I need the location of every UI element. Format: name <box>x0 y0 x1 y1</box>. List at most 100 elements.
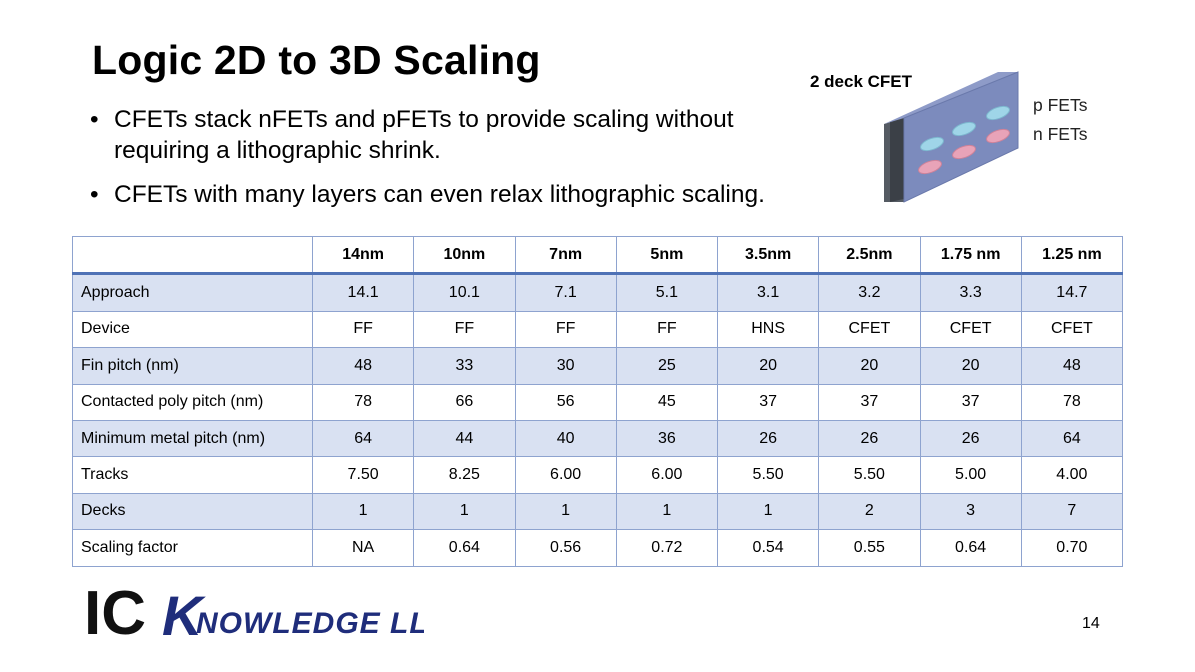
table-cell: 0.54 <box>716 529 820 567</box>
table-cell: 8.25 <box>413 456 516 494</box>
table-cell: 56 <box>514 383 617 421</box>
table-cell: 37 <box>919 383 1022 421</box>
table-cell: 66 <box>413 383 516 421</box>
page-number: 14 <box>1082 615 1100 632</box>
bullet-item: CFETs with many layers can even relax li… <box>88 179 828 210</box>
table-cell: 26 <box>716 419 820 458</box>
bullet-item: CFETs stack nFETs and pFETs to provide s… <box>88 104 828 166</box>
table-row: Contacted poly pitch (nm) 78 66 56 45 37 37 37 7… <box>72 383 1124 421</box>
table-cell: 25 <box>615 347 719 385</box>
table-cell: 45 <box>615 383 719 421</box>
table-cell: 7.50 <box>311 456 415 494</box>
table-cell: 4.00 <box>1020 456 1124 494</box>
table-cell: 20 <box>716 347 820 385</box>
table-cell: 64 <box>1020 419 1124 458</box>
row-label-cell: Device <box>72 310 313 349</box>
table-cell: 78 <box>311 383 415 421</box>
row-label-cell: Minimum metal pitch (nm) <box>72 419 313 458</box>
table-cell: 0.70 <box>1020 529 1124 567</box>
table-cell: 37 <box>716 383 820 421</box>
table-cell: 44 <box>413 419 516 458</box>
slide-title: Logic 2D to 3D Scaling <box>92 37 541 83</box>
table-cell: 78 <box>1020 383 1124 421</box>
header-cell: 1.25 nm <box>1020 235 1124 276</box>
nfet-shape <box>986 128 1010 144</box>
table-cell: 0.56 <box>514 529 617 567</box>
bullet-list: CFETs stack nFETs and pFETs to provide s… <box>88 104 828 223</box>
table-cell: 1 <box>615 492 719 531</box>
header-cell: 1.75 nm <box>919 235 1022 276</box>
pfet-shape <box>920 136 944 152</box>
table-cell: 64 <box>311 419 415 458</box>
table-row: Approach 14.1 10.1 7.1 5.1 3.1 3.2 3.3 14.7 <box>72 273 1124 312</box>
pfets-label: p FETs <box>1033 95 1088 115</box>
table-cell: 40 <box>514 419 617 458</box>
table-cell: 37 <box>818 383 921 421</box>
table-cell: 3 <box>919 492 1022 531</box>
table-cell: 3.3 <box>919 273 1022 312</box>
table-cell: 0.64 <box>919 529 1022 567</box>
row-label-cell: Tracks <box>72 456 313 494</box>
row-label-cell: Approach <box>72 273 313 312</box>
header-cell: 7nm <box>514 235 617 276</box>
table-header-row: 14nm 10nm 7nm 5nm 3.5nm 2.5nm 1.75 nm 1.… <box>72 235 1124 276</box>
table-row: Fin pitch (nm) 48 33 30 25 20 20 20 48 <box>72 347 1124 385</box>
nfet-shape <box>952 144 976 160</box>
table-cell: 5.50 <box>716 456 820 494</box>
table-cell: 1 <box>311 492 415 531</box>
table-cell: HNS <box>716 310 820 349</box>
table-cell: 48 <box>1020 347 1124 385</box>
header-cell: 2.5nm <box>818 235 921 276</box>
table-row: Minimum metal pitch (nm) 64 44 40 36 26 26 26 64 <box>72 419 1124 458</box>
table-cell: 1 <box>413 492 516 531</box>
table-cell: 20 <box>919 347 1022 385</box>
table-cell: 3.1 <box>716 273 820 312</box>
table-cell: 7 <box>1020 492 1124 531</box>
row-label-cell: Scaling factor <box>72 529 313 567</box>
table-cell: 5.1 <box>615 273 719 312</box>
svg-text:NOWLEDGE LLC: NOWLEDGE LLC <box>196 607 424 640</box>
row-label-cell: Decks <box>72 492 313 531</box>
table-cell: 0.55 <box>818 529 921 567</box>
header-cell: 14nm <box>311 235 415 276</box>
table-cell: FF <box>514 310 617 349</box>
table-cell: FF <box>615 310 719 349</box>
table-cell: 26 <box>818 419 921 458</box>
table-row: Device FF FF FF FF HNS CFET CFET CFET <box>72 310 1124 349</box>
table-row: Decks 1 1 1 1 1 2 3 7 <box>72 492 1124 531</box>
table-cell: 6.00 <box>514 456 617 494</box>
scaling-table: 14nm 10nm 7nm 5nm 3.5nm 2.5nm 1.75 nm 1.… <box>72 235 1124 567</box>
table-cell: 7.1 <box>514 273 617 312</box>
table-cell: 33 <box>413 347 516 385</box>
table-cell: 10.1 <box>413 273 516 312</box>
header-cell: 3.5nm <box>716 235 820 276</box>
nfets-label: n FETs <box>1033 124 1088 144</box>
table-cell: FF <box>311 310 415 349</box>
table-cell: 5.50 <box>818 456 921 494</box>
table-cell: 6.00 <box>615 456 719 494</box>
table-cell: 14.1 <box>311 273 415 312</box>
pfet-shape <box>986 105 1010 121</box>
table-cell: 14.7 <box>1020 273 1124 312</box>
table-cell: CFET <box>919 310 1022 349</box>
table-body: Approach 14.1 10.1 7.1 5.1 3.1 3.2 3.3 14.7 Devic… <box>72 273 1124 567</box>
table-cell: 2 <box>818 492 921 531</box>
table-cell: 20 <box>818 347 921 385</box>
ic-knowledge-logo: IC K NOWLEDGE LLC <box>84 582 424 646</box>
cfet-diagram-title: 2 deck CFET <box>810 72 913 91</box>
nfet-shape <box>918 159 942 175</box>
table-cell: 48 <box>311 347 415 385</box>
table-cell: 3.2 <box>818 273 921 312</box>
table-row: Tracks 7.50 8.25 6.00 6.00 5.50 5.50 5.00 4.00 <box>72 456 1124 494</box>
row-label-cell: Fin pitch (nm) <box>72 347 313 385</box>
table-cell: 1 <box>716 492 820 531</box>
table-cell: 5.00 <box>919 456 1022 494</box>
table-cell: 30 <box>514 347 617 385</box>
header-cell <box>72 235 313 276</box>
table-cell: 0.72 <box>615 529 719 567</box>
cfet-diagram <box>884 71 1019 203</box>
table-cell: 36 <box>615 419 719 458</box>
svg-text:IC: IC <box>84 582 146 646</box>
table-cell: CFET <box>1020 310 1124 349</box>
table-cell: 26 <box>919 419 1022 458</box>
